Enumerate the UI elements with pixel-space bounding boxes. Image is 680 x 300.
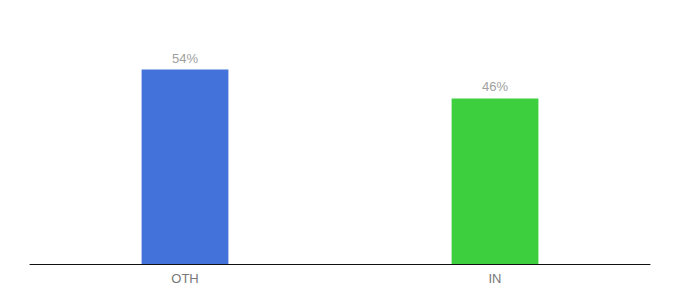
svg-text:54%: 54% [172, 51, 198, 66]
svg-text:OTH: OTH [171, 271, 198, 286]
svg-text:46%: 46% [482, 79, 508, 94]
svg-text:IN: IN [489, 271, 502, 286]
